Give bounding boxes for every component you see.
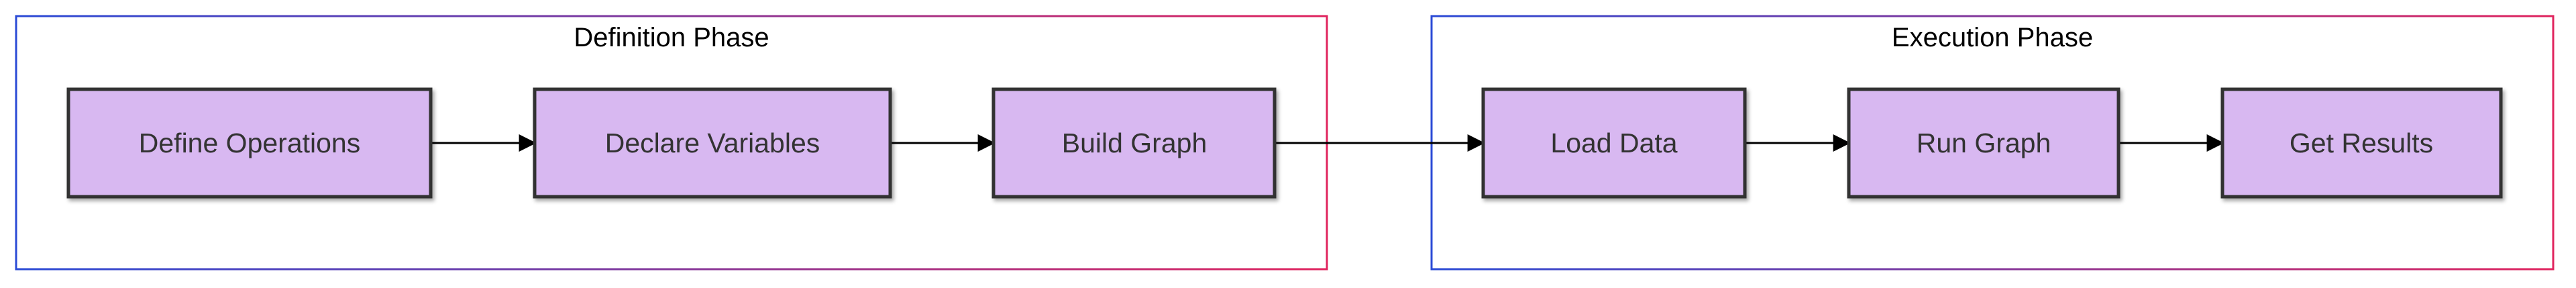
node-run-graph-label: Run Graph xyxy=(1917,128,2051,158)
node-load-data-box[interactable] xyxy=(1481,87,1747,199)
node-run-graph-box[interactable] xyxy=(1847,87,2121,199)
phase-execution-title: Execution Phase xyxy=(1892,23,2093,52)
phase-definition-title: Definition Phase xyxy=(574,23,769,52)
node-declare-variables[interactable]: Declare Variables xyxy=(533,87,892,199)
node-load-data[interactable]: Load Data xyxy=(1481,87,1747,199)
node-define-operations[interactable]: Define Operations xyxy=(66,87,433,199)
node-declare-variables-label: Declare Variables xyxy=(605,128,820,158)
node-build-graph[interactable]: Build Graph xyxy=(991,87,1277,199)
node-build-graph-label: Build Graph xyxy=(1062,128,1208,158)
node-build-graph-box[interactable] xyxy=(991,87,1277,199)
node-define-operations-box[interactable] xyxy=(66,87,433,199)
node-get-results-label: Get Results xyxy=(2290,128,2433,158)
node-define-operations-label: Define Operations xyxy=(139,128,360,158)
node-load-data-label: Load Data xyxy=(1550,128,1677,158)
node-get-results[interactable]: Get Results xyxy=(2220,87,2503,199)
node-run-graph[interactable]: Run Graph xyxy=(1847,87,2121,199)
node-declare-variables-box[interactable] xyxy=(533,87,892,199)
node-get-results-box[interactable] xyxy=(2220,87,2503,199)
